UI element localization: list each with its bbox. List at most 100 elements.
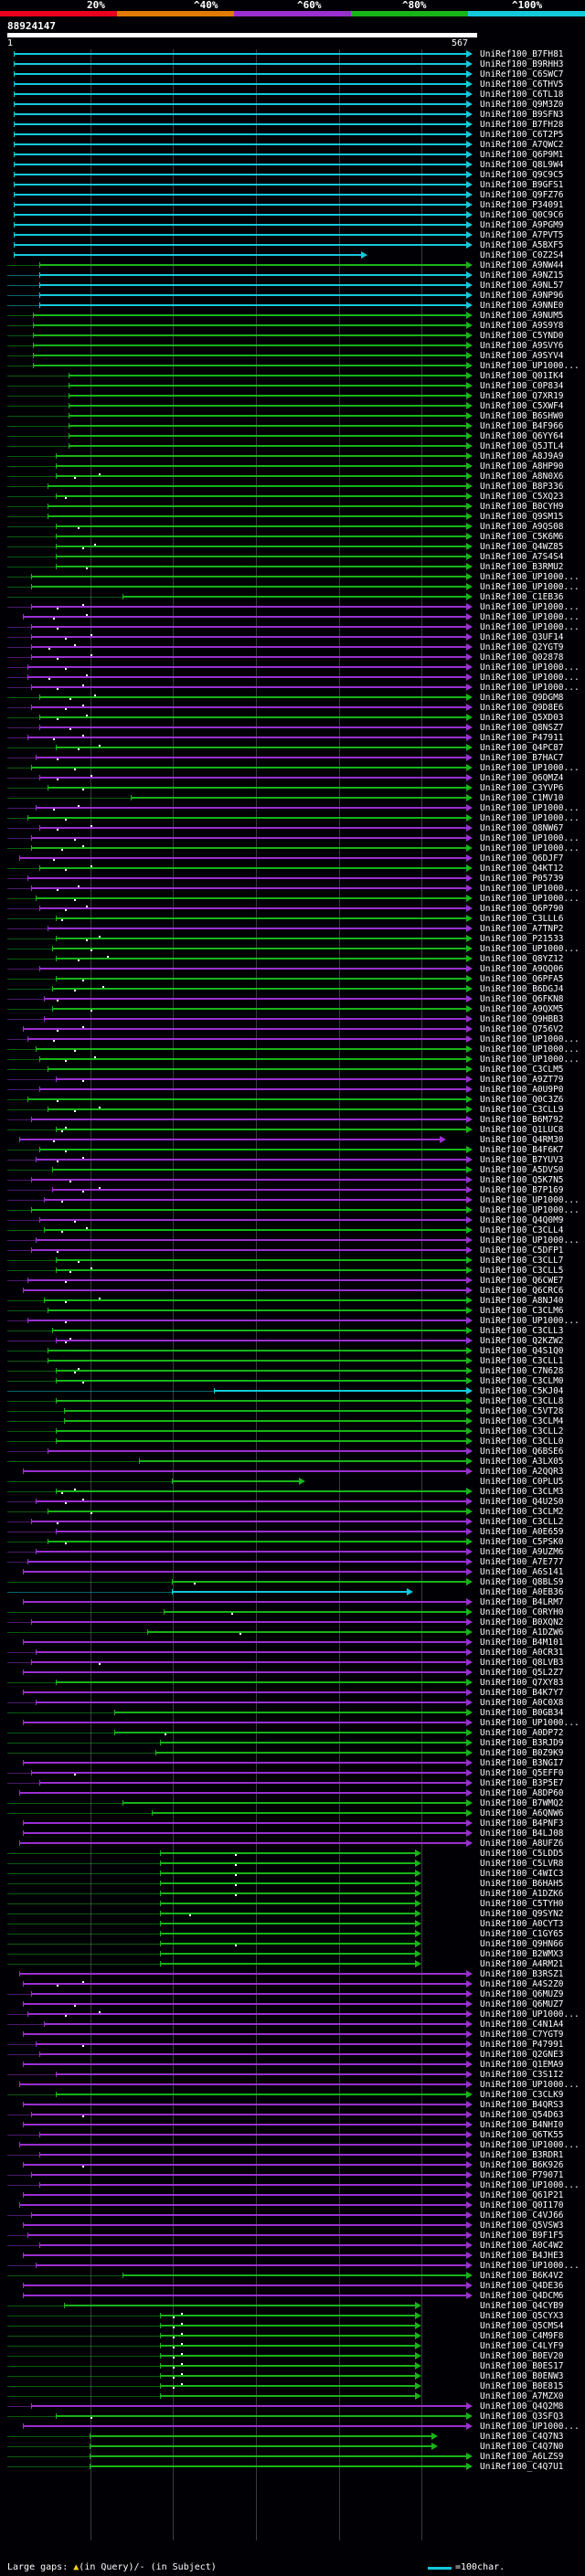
hit-alignment-bar[interactable] <box>57 525 468 527</box>
hit-row[interactable]: UniRef100_A8UFZ6 <box>0 1839 585 1849</box>
hit-label[interactable]: UniRef100_B6HAH5 <box>480 1879 564 1889</box>
hit-row[interactable]: UniRef100_C4LYF9 <box>0 2341 585 2351</box>
hit-label[interactable]: UniRef100_Q9HBB3 <box>480 1014 564 1024</box>
hit-row[interactable]: UniRef100_A8NJ40 <box>0 1296 585 1306</box>
hit-row[interactable]: UniRef100_C3CLL2 <box>0 1517 585 1527</box>
hit-label[interactable]: UniRef100_C3CLL7 <box>480 1256 564 1266</box>
hit-row[interactable]: UniRef100_B0CYH9 <box>0 502 585 512</box>
hit-row[interactable]: UniRef100_Q6QMZ4 <box>0 773 585 783</box>
hit-alignment-bar[interactable] <box>160 1933 417 1935</box>
hit-row[interactable]: UniRef100_A9NW44 <box>0 260 585 270</box>
hit-alignment-bar[interactable] <box>57 1269 468 1271</box>
hit-alignment-bar[interactable] <box>69 395 468 397</box>
hit-label[interactable]: UniRef100_B4F6K7 <box>480 1145 564 1155</box>
hit-label[interactable]: UniRef100_C5K6M6 <box>480 532 564 542</box>
hit-alignment-bar[interactable] <box>165 1611 468 1613</box>
hit-row[interactable]: UniRef100_P34091 <box>0 200 585 210</box>
hit-alignment-bar[interactable] <box>173 1480 301 1482</box>
hit-label[interactable]: UniRef100_C3CLM3 <box>480 1487 564 1497</box>
hit-label[interactable]: UniRef100_Q8LVB3 <box>480 1658 564 1668</box>
hit-label[interactable]: UniRef100_C3CLL3 <box>480 1326 564 1336</box>
hit-row[interactable]: UniRef100_Q4CYB9 <box>0 2301 585 2311</box>
hit-label[interactable]: UniRef100_Q9C9C5 <box>480 170 564 180</box>
hit-row[interactable]: UniRef100_A1DZK6 <box>0 1889 585 1899</box>
hit-alignment-bar[interactable] <box>15 174 468 175</box>
hit-row[interactable]: UniRef100_A9PGM9 <box>0 220 585 230</box>
hit-row[interactable]: UniRef100_Q61P21 <box>0 2190 585 2200</box>
hit-alignment-bar[interactable] <box>40 907 468 909</box>
hit-alignment-bar[interactable] <box>34 345 468 346</box>
hit-alignment-bar[interactable] <box>114 1732 468 1733</box>
hit-label[interactable]: UniRef100_Q1LUC8 <box>480 1125 564 1135</box>
hit-row[interactable]: UniRef100_B4LRM7 <box>0 1597 585 1607</box>
hit-row[interactable]: UniRef100_A9SVY6 <box>0 341 585 351</box>
hit-row[interactable]: UniRef100_A9S9Y8 <box>0 321 585 331</box>
hit-row[interactable]: UniRef100_Q5JTL4 <box>0 441 585 451</box>
hit-label[interactable]: UniRef100_UP1000... <box>480 1044 580 1055</box>
hit-label[interactable]: UniRef100_C3CLL9 <box>480 1105 564 1115</box>
hit-alignment-bar[interactable] <box>57 475 468 477</box>
hit-label[interactable]: UniRef100_UP1000... <box>480 944 580 954</box>
hit-row[interactable]: UniRef100_Q9C9C5 <box>0 170 585 180</box>
hit-row[interactable]: UniRef100_C3YVP6 <box>0 783 585 793</box>
hit-label[interactable]: UniRef100_A9PGM9 <box>480 220 564 230</box>
hit-alignment-bar[interactable] <box>40 2244 468 2246</box>
hit-row[interactable]: UniRef100_Q9HN66 <box>0 1939 585 1949</box>
hit-label[interactable]: UniRef100_C7YGT9 <box>480 2030 564 2040</box>
hit-label[interactable]: UniRef100_Q01IK4 <box>480 371 564 381</box>
hit-label[interactable]: UniRef100_B9F1F5 <box>480 2231 564 2241</box>
hit-alignment-bar[interactable] <box>32 1772 468 1774</box>
hit-label[interactable]: UniRef100_B0EV20 <box>480 2351 564 2361</box>
hit-label[interactable]: UniRef100_C5PSK0 <box>480 1537 564 1547</box>
hit-alignment-bar[interactable] <box>24 2224 468 2226</box>
hit-row[interactable]: UniRef100_C3S1I2 <box>0 2070 585 2080</box>
hit-label[interactable]: UniRef100_Q5VSW3 <box>480 2221 564 2231</box>
hit-row[interactable]: UniRef100_Q756V2 <box>0 1024 585 1034</box>
hit-alignment-bar[interactable] <box>114 1712 468 1713</box>
hit-row[interactable]: UniRef100_B3RDR1 <box>0 2150 585 2160</box>
hit-label[interactable]: UniRef100_Q5K7N5 <box>480 1175 564 1185</box>
hit-row[interactable]: UniRef100_Q6YY64 <box>0 431 585 441</box>
hit-row[interactable]: UniRef100_C3CLM6 <box>0 1306 585 1316</box>
hit-label[interactable]: UniRef100_C0RYH0 <box>480 1607 564 1617</box>
hit-alignment-bar[interactable] <box>40 1219 468 1221</box>
hit-row[interactable]: UniRef100_C4Q7U1 <box>0 2462 585 2472</box>
hit-row[interactable]: UniRef100_B4LJ08 <box>0 1829 585 1839</box>
hit-row[interactable]: UniRef100_C5XWF4 <box>0 401 585 411</box>
hit-alignment-bar[interactable] <box>40 867 468 869</box>
hit-alignment-bar[interactable] <box>173 1591 409 1593</box>
hit-row[interactable]: UniRef100_Q6MUZ7 <box>0 1999 585 2009</box>
hit-row[interactable]: UniRef100_A8J9A9 <box>0 451 585 461</box>
hit-label[interactable]: UniRef100_C6TL18 <box>480 90 564 100</box>
hit-label[interactable]: UniRef100_UP1000... <box>480 884 580 894</box>
hit-label[interactable]: UniRef100_B7WMQ2 <box>480 1798 564 1808</box>
hit-alignment-bar[interactable] <box>48 1068 468 1070</box>
hit-label[interactable]: UniRef100_UP1000... <box>480 1205 580 1215</box>
hit-row[interactable]: UniRef100_A9NL57 <box>0 281 585 291</box>
hit-label[interactable]: UniRef100_C5XQ23 <box>480 492 564 502</box>
hit-label[interactable]: UniRef100_A8UFZ6 <box>480 1839 564 1849</box>
hit-alignment-bar[interactable] <box>57 1681 468 1683</box>
hit-alignment-bar[interactable] <box>24 2284 468 2286</box>
hit-row[interactable]: UniRef100_C3CLL9 <box>0 1105 585 1115</box>
hit-row[interactable]: UniRef100_A0DP72 <box>0 1728 585 1738</box>
hit-alignment-bar[interactable] <box>52 1008 468 1010</box>
hit-label[interactable]: UniRef100_C3YVP6 <box>480 783 564 793</box>
hit-row[interactable]: UniRef100_P05739 <box>0 874 585 884</box>
hit-alignment-bar[interactable] <box>36 2043 468 2045</box>
hit-row[interactable]: UniRef100_Q6TK55 <box>0 2130 585 2140</box>
hit-row[interactable]: UniRef100_B4F6K7 <box>0 1145 585 1155</box>
hit-alignment-bar[interactable] <box>27 1279 468 1281</box>
hit-row[interactable]: UniRef100_UP1000... <box>0 1044 585 1055</box>
hit-row[interactable]: UniRef100_A4RM21 <box>0 1959 585 1969</box>
hit-label[interactable]: UniRef100_C4Q7N3 <box>480 2432 564 2442</box>
hit-row[interactable]: UniRef100_C3CLL2 <box>0 1426 585 1436</box>
hit-alignment-bar[interactable] <box>32 847 468 849</box>
hit-label[interactable]: UniRef100_A8HP90 <box>480 461 564 472</box>
hit-label[interactable]: UniRef100_UP1000... <box>480 1055 580 1065</box>
hit-row[interactable]: UniRef100_Q5EFF0 <box>0 1768 585 1778</box>
hit-alignment-bar[interactable] <box>57 958 468 959</box>
hit-row[interactable]: UniRef100_Q9HBB3 <box>0 1014 585 1024</box>
hit-alignment-bar[interactable] <box>48 515 468 517</box>
hit-alignment-bar[interactable] <box>27 1561 468 1563</box>
